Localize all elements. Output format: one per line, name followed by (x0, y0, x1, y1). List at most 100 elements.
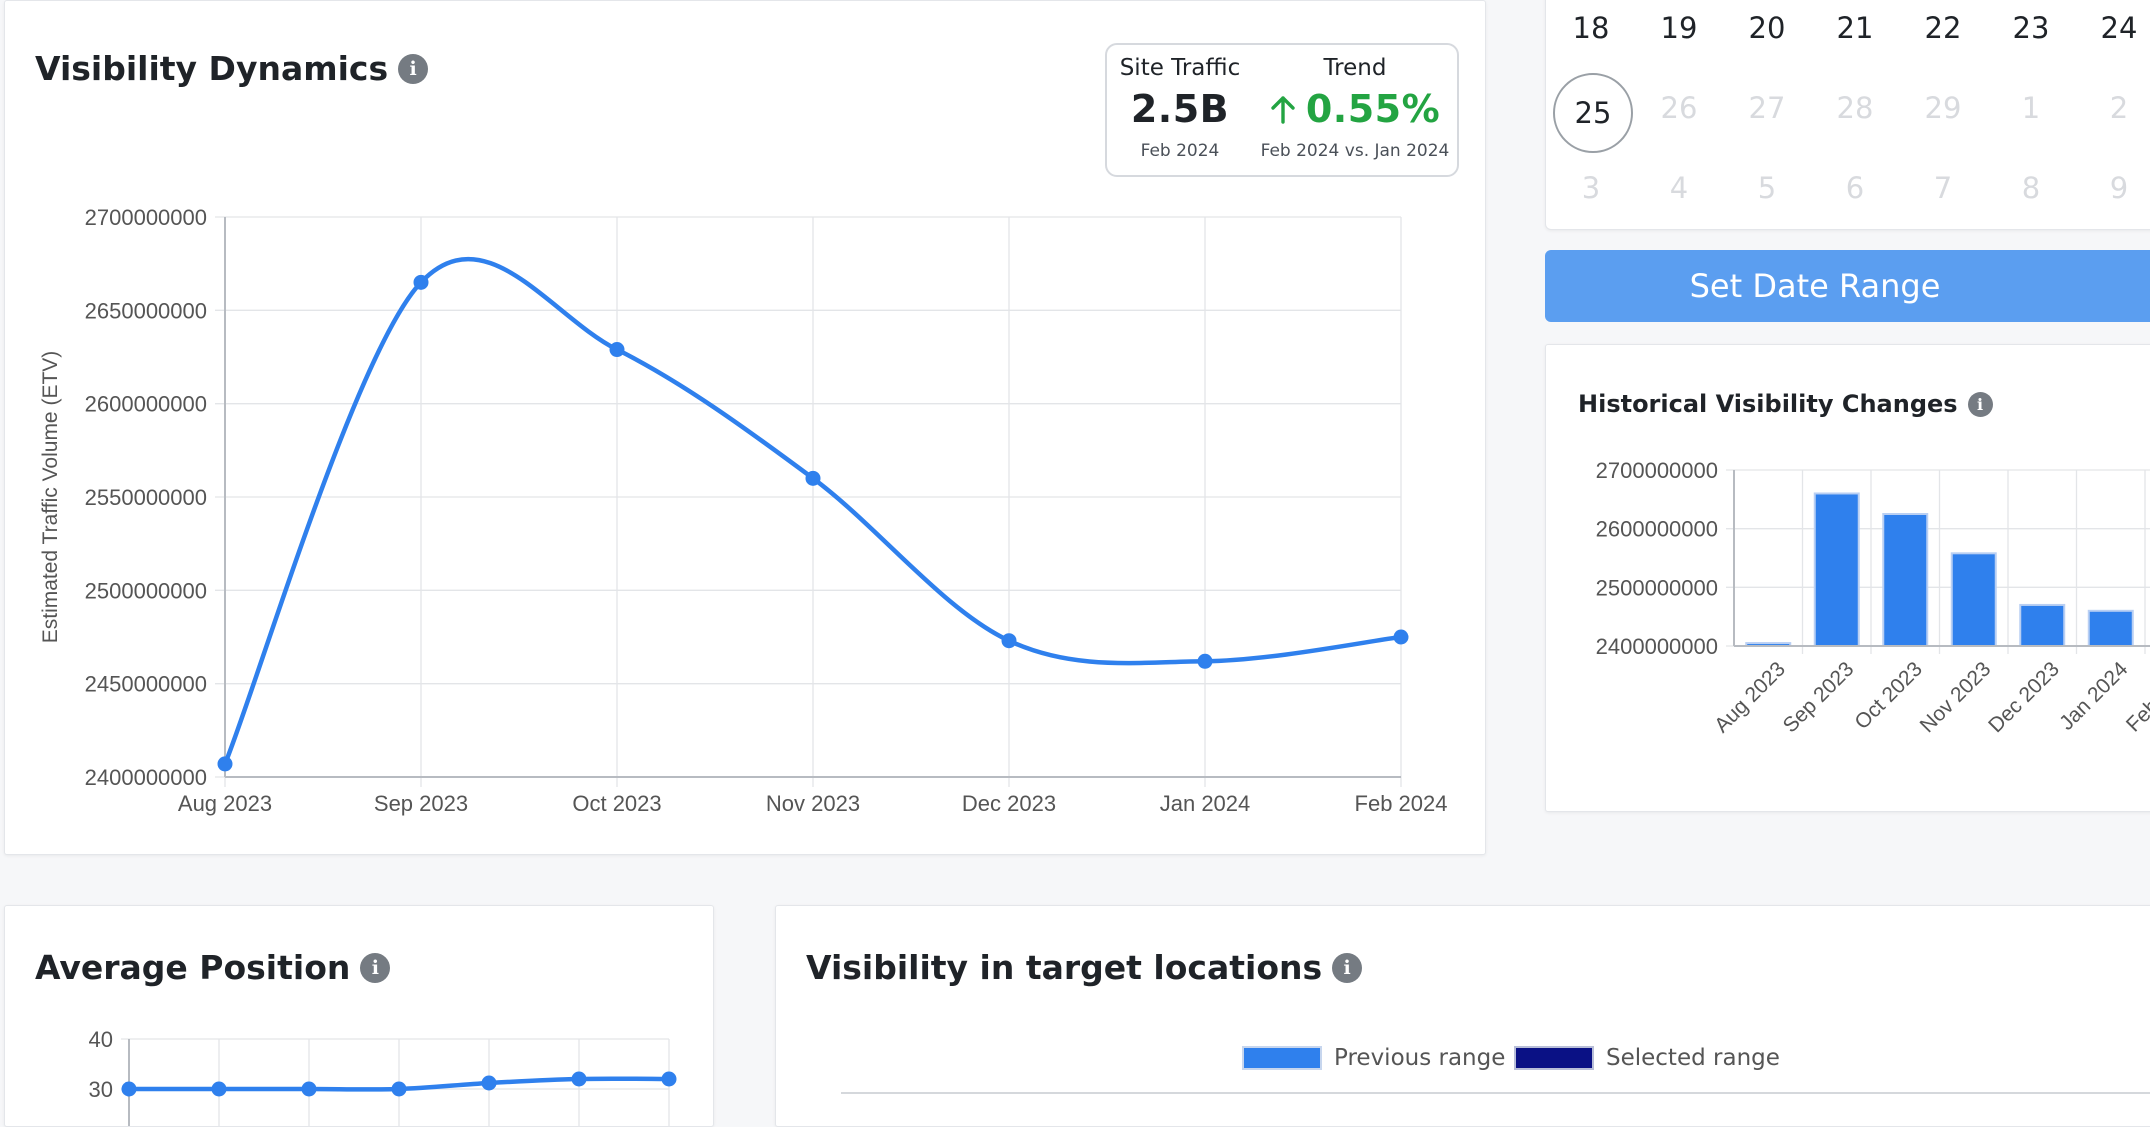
calendar-day: 6 (1845, 171, 1865, 205)
calendar-day: 1 (2021, 91, 2041, 125)
visibility-dynamics-title-text: Visibility Dynamics (35, 49, 389, 88)
data-point (391, 1081, 407, 1097)
data-point (217, 756, 233, 772)
info-icon[interactable]: i (1332, 952, 1363, 983)
target-chart-axis (841, 1092, 2150, 1094)
average-position-card: Average Position i 30 40 (4, 905, 714, 1127)
y-tick-label: 2400000000 (85, 765, 207, 790)
legend-previous-range[interactable]: Previous range (1242, 1045, 1505, 1071)
x-tick-label: Dec 2023 (1984, 657, 2064, 737)
legend-selected-range[interactable]: Selected range (1514, 1045, 1780, 1071)
data-point (609, 342, 625, 358)
x-tick-label: Aug 2023 (1710, 657, 1790, 737)
trend-label: Trend (1323, 55, 1387, 81)
historical-visibility-card: Historical Visibility Changes i 24000000… (1545, 344, 2150, 812)
calendar-day: 3 (1581, 171, 1601, 205)
site-traffic-stat-box: Site Traffic 2.5B Feb 2024 Trend 0.55% F… (1105, 43, 1459, 177)
x-tick-label: Nov 2023 (766, 791, 860, 816)
y-tick-label: 2600000000 (1596, 517, 1718, 542)
legend-swatch-selected (1514, 1046, 1594, 1070)
x-tick-label: Dec 2023 (962, 791, 1056, 816)
y-axis-title: Estimated Traffic Volume (ETV) (39, 351, 62, 644)
data-point (661, 1071, 677, 1087)
x-tick-label: Jan 2024 (1160, 791, 1251, 816)
y-tick-label: 2700000000 (85, 205, 207, 230)
data-point (1001, 633, 1017, 649)
y-tick-label: 40 (89, 1027, 113, 1052)
y-tick-label: 2500000000 (1596, 575, 1718, 600)
data-point (571, 1071, 587, 1087)
calendar-day: 28 (1836, 91, 1874, 125)
site-traffic-period: Feb 2024 (1140, 141, 1220, 161)
x-tick-label: Sep 2023 (374, 791, 468, 816)
data-point (301, 1081, 317, 1097)
info-icon[interactable]: i (398, 53, 429, 84)
calendar-day: 9 (2109, 171, 2129, 205)
trend-period: Feb 2024 vs. Jan 2024 (1260, 141, 1450, 161)
series-line (222, 256, 1402, 765)
visibility-dynamics-card: Visibility Dynamics i Site Traffic 2.5B … (4, 0, 1486, 855)
visibility-dynamics-title: Visibility Dynamics i (35, 49, 429, 88)
trend-stat: Trend 0.55% Feb 2024 vs. Jan 2024 (1253, 55, 1457, 161)
legend-label-previous: Previous range (1334, 1045, 1506, 1071)
historical-bar-chart: 2400000000 2500000000 2600000000 2700000000… (1596, 458, 2150, 737)
y-tick-label: 2700000000 (1596, 458, 1718, 483)
trend-value-row: 0.55% (1253, 87, 1457, 131)
legend-label-selected: Selected range (1606, 1045, 1780, 1071)
calendar-day: 8 (2021, 171, 2041, 205)
calendar-day[interactable]: 19 (1660, 11, 1698, 45)
y-tick-label: 2500000000 (85, 578, 207, 603)
legend-swatch-previous (1242, 1046, 1322, 1070)
bar (1950, 552, 1997, 648)
data-point (121, 1081, 137, 1097)
calendar-day[interactable]: 21 (1836, 11, 1874, 45)
site-traffic-value: 2.5B (1130, 87, 1230, 131)
x-tick-label: Oct 2023 (572, 791, 661, 816)
set-date-range-button[interactable]: Set Date Range (1545, 250, 2150, 322)
calendar-day: 29 (1924, 91, 1962, 125)
data-point (1393, 629, 1409, 645)
historical-visibility-title: Historical Visibility Changes i (1578, 390, 1993, 418)
visibility-line-chart: 2400000000 2450000000 2500000000 2550000000… (39, 205, 1448, 816)
y-tick-label: 2600000000 (85, 392, 207, 417)
bar (2087, 609, 2134, 647)
site-traffic-stat: Site Traffic 2.5B Feb 2024 (1107, 55, 1253, 161)
calendar-day[interactable]: 22 (1924, 11, 1962, 45)
y-tick-label: 2550000000 (85, 485, 207, 510)
x-tick-label: Sep 2023 (1779, 657, 1859, 737)
info-icon[interactable]: i (360, 952, 391, 983)
average-position-chart: 30 40 (89, 1027, 677, 1126)
data-point (211, 1081, 227, 1097)
calendar-day-selected[interactable]: 25 (1553, 73, 1633, 153)
target-locations-title-text: Visibility in target locations (806, 948, 1323, 987)
data-point (1197, 653, 1213, 669)
average-position-title-text: Average Position (35, 948, 351, 987)
bar (2019, 603, 2066, 647)
calendar-day[interactable]: 18 (1572, 11, 1610, 45)
calendar-day: 4 (1669, 171, 1689, 205)
average-position-title: Average Position i (35, 948, 391, 987)
x-tick-label: Jan 2024 (2055, 657, 2133, 735)
calendar-day: 5 (1757, 171, 1777, 205)
y-tick-label: 2450000000 (85, 672, 207, 697)
calendar-day: 7 (1933, 171, 1953, 205)
bar (1813, 492, 1860, 647)
info-icon[interactable]: i (1967, 391, 1993, 417)
calendar-day[interactable]: 24 (2100, 11, 2138, 45)
x-tick-label: Aug 2023 (178, 791, 272, 816)
calendar-day: 2 (2109, 91, 2129, 125)
x-tick-label: Feb 2024 (1355, 791, 1448, 816)
site-traffic-label: Site Traffic (1119, 55, 1241, 81)
arrow-up-icon (1271, 96, 1295, 124)
data-point (481, 1075, 497, 1091)
x-tick-label: Oct 2023 (1850, 657, 1927, 734)
x-tick-label: Nov 2023 (1916, 657, 1996, 737)
calendar-day: 27 (1748, 91, 1786, 125)
calendar-day[interactable]: 23 (2012, 11, 2050, 45)
calendar-day[interactable]: 20 (1748, 11, 1786, 45)
y-tick-label: 2400000000 (1596, 634, 1718, 659)
calendar-card: 18 19 20 21 22 23 24 25 26 27 28 29 1 2 3 4 5 6 7 8 9 (1545, 0, 2150, 230)
trend-value: 0.55% (1305, 87, 1441, 131)
y-tick-label: 2650000000 (85, 298, 207, 323)
historical-visibility-title-text: Historical Visibility Changes (1578, 390, 1958, 418)
